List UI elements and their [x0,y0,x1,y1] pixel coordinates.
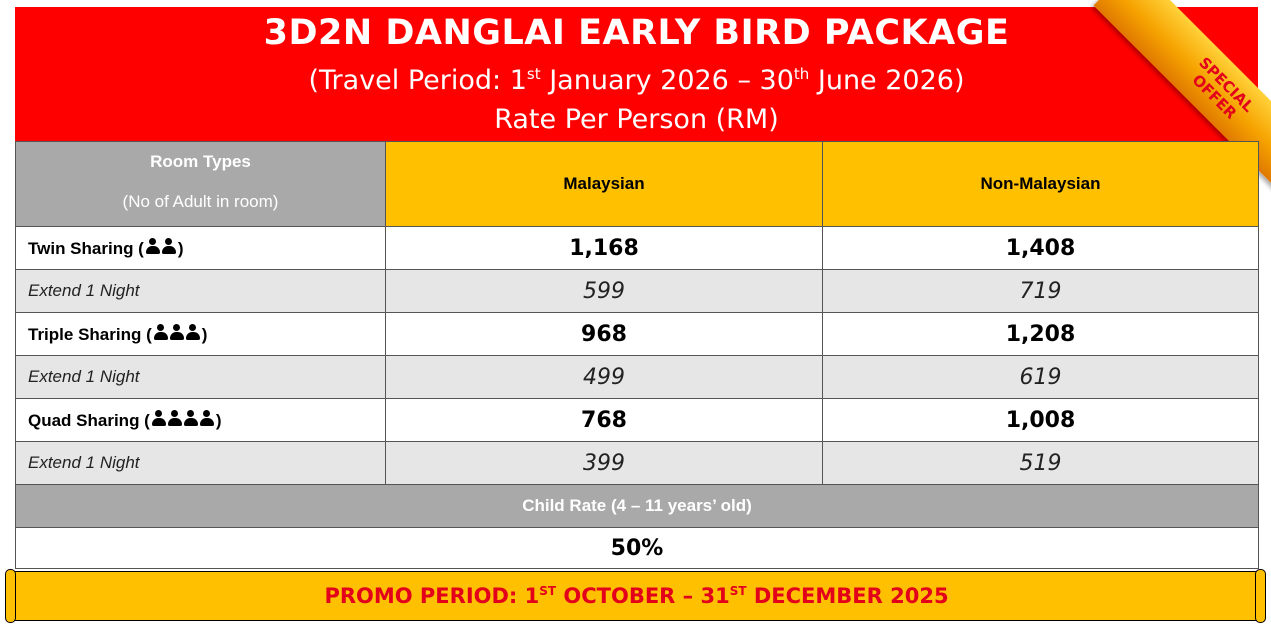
room-types-header: Room Types (No of Adult in room) [15,141,386,227]
price-table: Room Types (No of Adult in room) Malaysi… [15,141,1259,569]
extend-price-non-malaysian: 719 [822,269,1259,313]
scroll-curl-left [5,569,16,623]
room-type-triple: Triple Sharing () [15,312,386,356]
promo-banner: PROMO PERIOD: 1ST OCTOBER – 31ST DECEMBE… [5,569,1266,623]
rate-label: Rate Per Person (RM) [494,104,779,135]
promo-scroll: PROMO PERIOD: 1ST OCTOBER – 31ST DECEMBE… [10,571,1263,621]
extend-price-non-malaysian: 619 [822,355,1259,399]
child-rate-header-row: Child Rate (4 – 11 years’ old) [15,484,1259,528]
adult-note: (No of Adult in room) [122,192,279,211]
table-row: Extend 1 Night 599 719 [15,269,1259,313]
table-row: Twin Sharing () 1,168 1,408 [15,226,1259,270]
child-rate-label: Child Rate (4 – 11 years’ old) [15,484,1259,528]
table-header-row: Room Types (No of Adult in room) Malaysi… [15,141,1259,227]
price-non-malaysian: 1,208 [822,312,1259,356]
table-row: Extend 1 Night 499 619 [15,355,1259,399]
scroll-curl-right [1255,569,1266,623]
table-row: Triple Sharing () 968 1,208 [15,312,1259,356]
table-row: Quad Sharing () 768 1,008 [15,398,1259,442]
price-non-malaysian: 1,408 [822,226,1259,270]
person-group-icon [153,323,200,343]
extend-night-label: Extend 1 Night [15,355,386,399]
price-malaysian: 1,168 [385,226,823,270]
travel-period: (Travel Period: 1st January 2026 – 30th … [308,65,965,96]
malaysian-header: Malaysian [385,141,823,227]
extend-price-non-malaysian: 519 [822,441,1259,485]
promo-period: PROMO PERIOD: 1ST OCTOBER – 31ST DECEMBE… [324,584,949,608]
room-types-label: Room Types [150,152,251,171]
extend-night-label: Extend 1 Night [15,269,386,313]
child-rate-value-row: 50% [15,527,1259,569]
price-malaysian: 968 [385,312,823,356]
price-malaysian: 768 [385,398,823,442]
extend-price-malaysian: 599 [385,269,823,313]
package-title: 3D2N DANGLAI EARLY BIRD PACKAGE [263,13,1010,53]
person-group-icon [145,237,176,257]
table-row: Extend 1 Night 399 519 [15,441,1259,485]
room-type-twin: Twin Sharing () [15,226,386,270]
price-non-malaysian: 1,008 [822,398,1259,442]
non-malaysian-header: Non-Malaysian [822,141,1259,227]
extend-price-malaysian: 399 [385,441,823,485]
room-type-quad: Quad Sharing () [15,398,386,442]
extend-night-label: Extend 1 Night [15,441,386,485]
extend-price-malaysian: 499 [385,355,823,399]
person-group-icon [151,409,214,429]
child-rate-value: 50% [15,527,1259,569]
package-header: 3D2N DANGLAI EARLY BIRD PACKAGE (Travel … [15,7,1258,141]
